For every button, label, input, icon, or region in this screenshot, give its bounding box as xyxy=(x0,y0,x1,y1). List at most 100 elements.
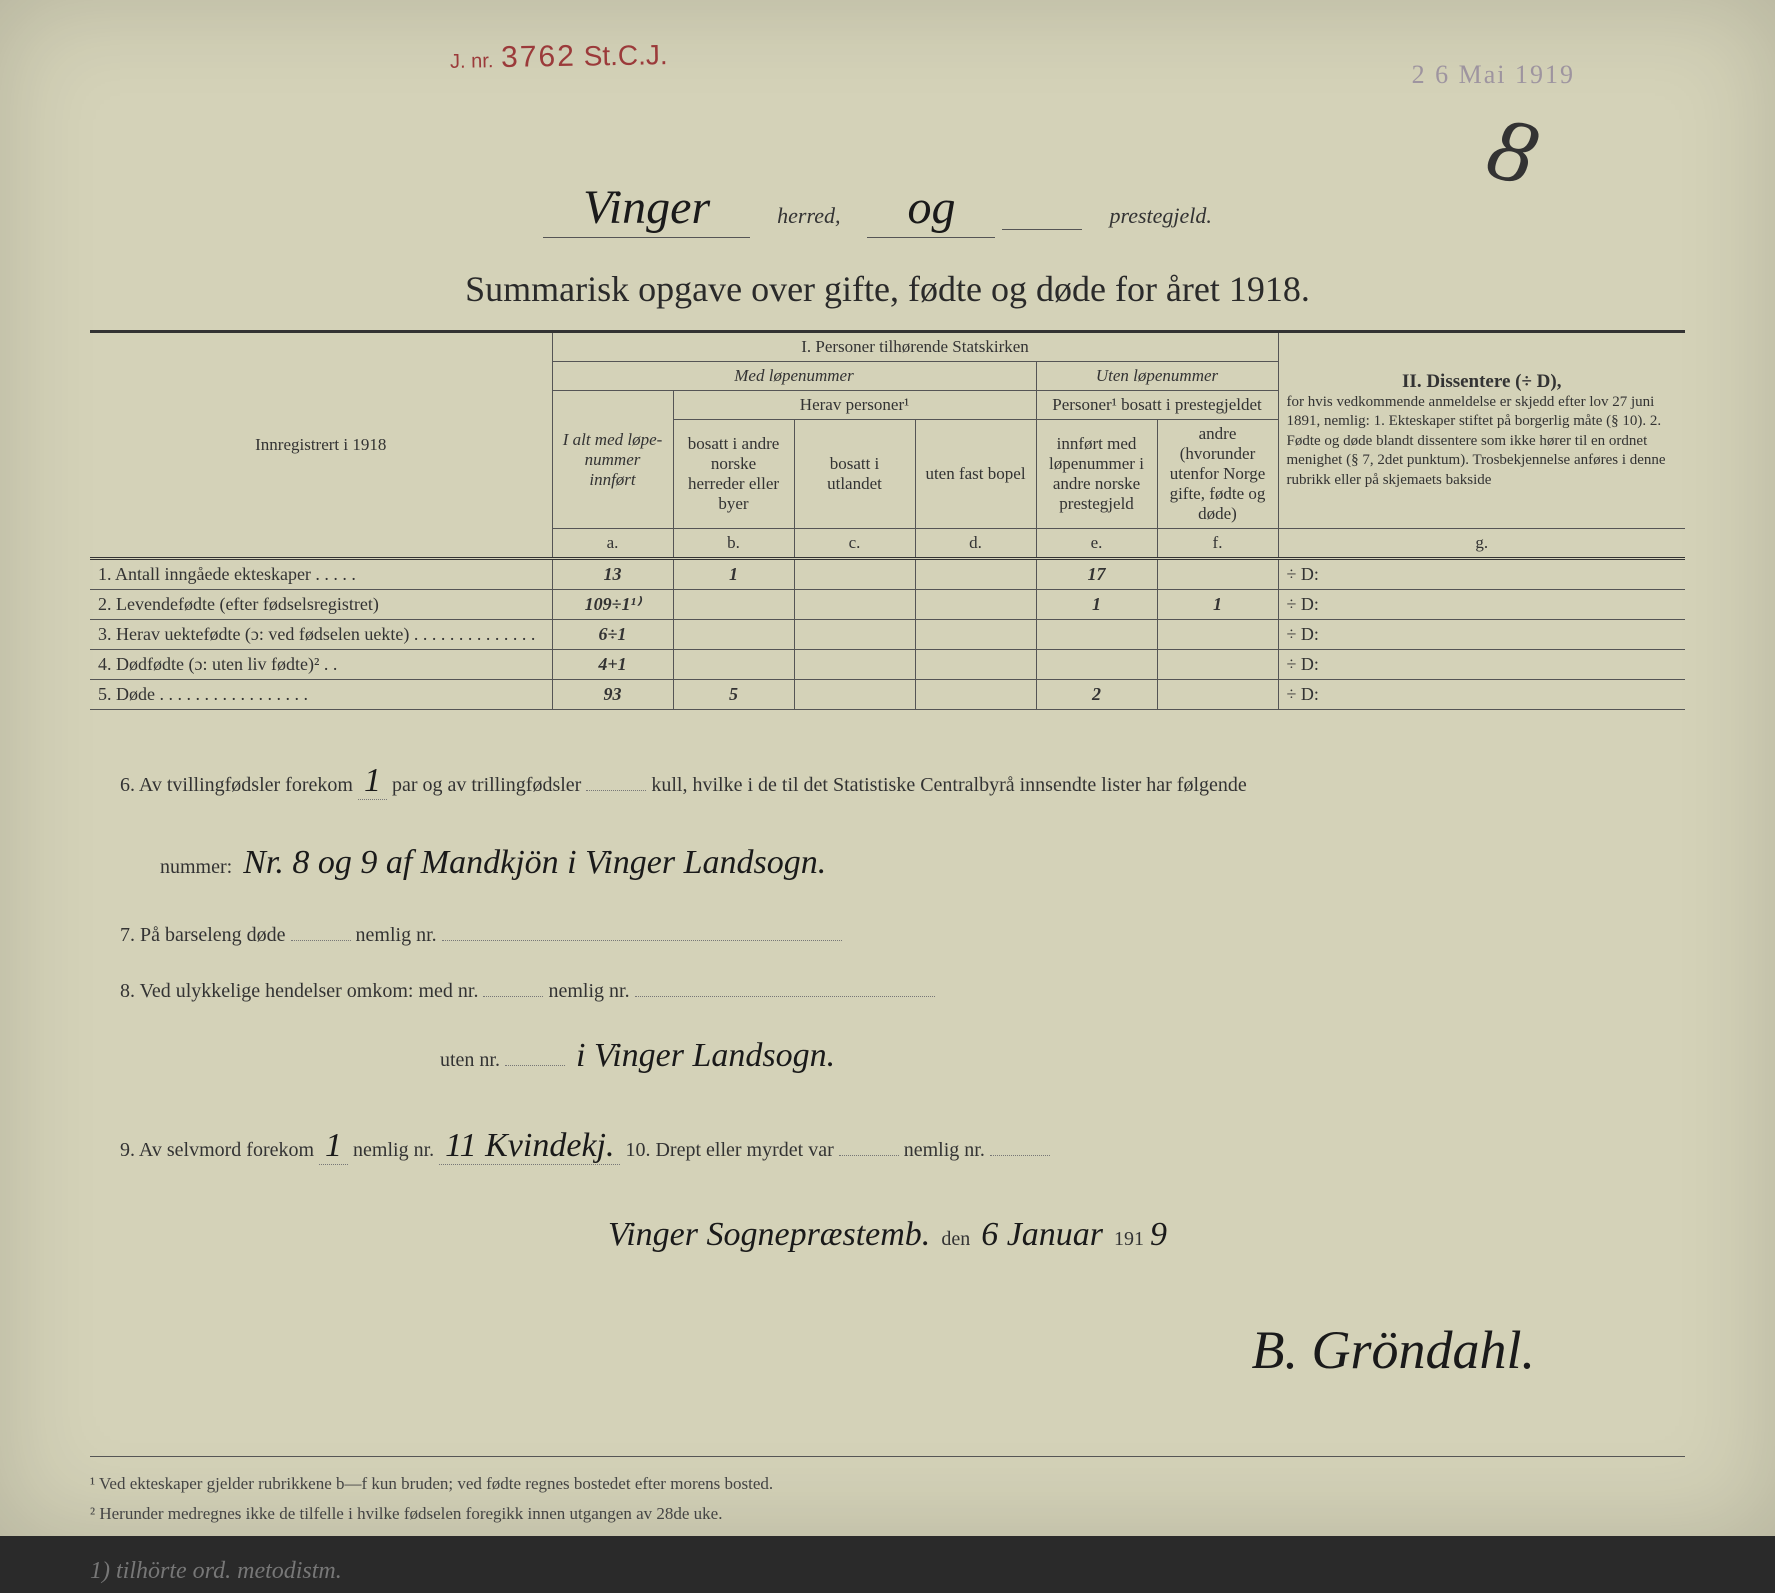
year-suffix: 9 xyxy=(1144,1216,1173,1253)
cell-f xyxy=(1157,680,1278,710)
letter-c: c. xyxy=(794,529,915,559)
note6-text-d: nummer: xyxy=(120,856,232,878)
row-label: 2. Levendefødte (efter fødselsregistret) xyxy=(90,590,552,620)
year-prefix: 191 xyxy=(1114,1228,1144,1250)
cell-b: 1 xyxy=(673,559,794,590)
andre-hvor-header: andre (hvorunder utenfor Norge gifte, fø… xyxy=(1157,420,1278,529)
cell-f xyxy=(1157,620,1278,650)
table-row: 5. Døde . . . . . . . . . . . . . . . . … xyxy=(90,680,1685,710)
row-label: 5. Døde . . . . . . . . . . . . . . . . … xyxy=(90,680,552,710)
note9-val: 1 xyxy=(319,1127,348,1165)
note10-blank2 xyxy=(990,1155,1050,1156)
cell-a: 93 xyxy=(552,680,673,710)
den-label: den xyxy=(941,1228,970,1250)
innfort-andre-header: innført med løpenummer i andre norske pr… xyxy=(1036,420,1157,529)
note10-blank xyxy=(839,1155,899,1156)
note10-text: 10. Drept eller myrdet var xyxy=(625,1139,833,1161)
cell-a: 13 xyxy=(552,559,673,590)
cell-e xyxy=(1036,650,1157,680)
note-8: 8. Ved ulykkelige hendelser omkom: med n… xyxy=(120,967,1655,1097)
letter-a: a. xyxy=(552,529,673,559)
note9-text-b: nemlig nr. xyxy=(353,1139,434,1161)
row-label: 4. Dødfødte (ɔ: uten liv fødte)² . . xyxy=(90,650,552,680)
main-table: Innregistrert i 1918 I. Personer tilhøre… xyxy=(90,330,1685,710)
stamp-suffix: St.C.J. xyxy=(583,39,668,71)
bosatt-utl-header: bosatt i utlandet xyxy=(794,420,915,529)
cell-a: 4+1 xyxy=(552,650,673,680)
note8-text: 8. Ved ulykkelige hendelser omkom: med n… xyxy=(120,980,478,1002)
cell-c xyxy=(794,559,915,590)
cell-e: 17 xyxy=(1036,559,1157,590)
footnote-1: ¹ Ved ekteskaper gjelder rubrikkene b—f … xyxy=(90,1469,1685,1500)
cell-g: ÷ D: xyxy=(1278,559,1685,590)
date-val: 6 Januar xyxy=(975,1216,1109,1253)
cell-e xyxy=(1036,620,1157,650)
footnotes: ¹ Ved ekteskaper gjelder rubrikkene b—f … xyxy=(90,1456,1685,1593)
table-row: 3. Herav uektefødte (ɔ: ved fødselen uek… xyxy=(90,620,1685,650)
note7-text-b: nemlig nr. xyxy=(356,924,437,946)
cell-g: ÷ D: xyxy=(1278,620,1685,650)
note6-text-b: par og av trillingfødsler xyxy=(392,774,581,796)
pers-prest-header: Personer¹ bosatt i prestegjeldet xyxy=(1036,391,1278,420)
note8-blank2 xyxy=(635,996,935,997)
note-7: 7. På barseleng døde nemlig nr. xyxy=(120,911,1655,959)
note6-text-c: kull, hvilke i de til det Statistiske Ce… xyxy=(651,774,1246,796)
cell-d xyxy=(915,680,1036,710)
cell-b xyxy=(673,590,794,620)
prestegjeld-blank xyxy=(1002,203,1082,230)
header-line: Vinger herred, og prestegjeld. xyxy=(90,180,1685,238)
cell-b xyxy=(673,650,794,680)
uten-fast-header: uten fast bopel xyxy=(915,420,1036,529)
herav-header: Herav personer¹ xyxy=(673,391,1036,420)
note10-text-b: nemlig nr. xyxy=(904,1139,985,1161)
document-page: J. nr. 3762 St.C.J. 2 6 Mai 1919 8 Vinge… xyxy=(0,0,1775,1536)
cell-d xyxy=(915,620,1036,650)
note8-text-c: uten nr. xyxy=(120,1049,500,1071)
signature-line: B. Gröndahl. xyxy=(120,1286,1655,1416)
note7-text: 7. På barseleng døde xyxy=(120,924,286,946)
letter-b: b. xyxy=(673,529,794,559)
row-label: 3. Herav uektefødte (ɔ: ved fødselen uek… xyxy=(90,620,552,650)
note9-hand: 11 Kvindekj. xyxy=(439,1127,620,1165)
letter-f: f. xyxy=(1157,529,1278,559)
note-6: 6. Av tvillingfødsler forekom 1 par og a… xyxy=(120,740,1655,903)
herred-value: Vinger xyxy=(543,180,750,238)
table-row: 1. Antall inngåede ekteskaper . . . . . … xyxy=(90,559,1685,590)
note7-blank1 xyxy=(291,940,351,941)
note8-text-b: nemlig nr. xyxy=(548,980,629,1002)
diss-title: II. Dissentere (÷ D), xyxy=(1402,371,1561,392)
note8-hand: i Vinger Landsogn. xyxy=(570,1037,841,1074)
og-value: og xyxy=(867,180,995,238)
cell-g: ÷ D: xyxy=(1278,590,1685,620)
signature: B. Gröndahl. xyxy=(1252,1320,1536,1380)
document-title: Summarisk opgave over gifte, fødte og dø… xyxy=(90,268,1685,310)
cell-a: 6÷1 xyxy=(552,620,673,650)
cell-c xyxy=(794,620,915,650)
red-stamp: J. nr. 3762 St.C.J. xyxy=(450,38,668,76)
herred-label: herred, xyxy=(757,203,860,228)
cell-b xyxy=(673,620,794,650)
cell-c xyxy=(794,680,915,710)
cell-d xyxy=(915,590,1036,620)
med-lope-header: Med løpenummer xyxy=(552,362,1036,391)
note-9-10: 9. Av selvmord forekom 1 nemlig nr. 11 K… xyxy=(120,1105,1655,1187)
cell-g: ÷ D: xyxy=(1278,680,1685,710)
note9-text: 9. Av selvmord forekom xyxy=(120,1139,314,1161)
section2-header: II. Dissentere (÷ D), for hvis vedkommen… xyxy=(1278,332,1685,529)
col-innreg: Innregistrert i 1918 xyxy=(90,332,552,559)
uten-lope-header: Uten løpenummer xyxy=(1036,362,1278,391)
cell-f: 1 xyxy=(1157,590,1278,620)
section1-header: I. Personer tilhørende Statskirken xyxy=(552,332,1278,362)
letter-g: g. xyxy=(1278,529,1685,559)
cell-e: 2 xyxy=(1036,680,1157,710)
note6-text-a: 6. Av tvillingfødsler forekom xyxy=(120,774,353,796)
cell-a: 109÷1¹⁾ xyxy=(552,590,673,620)
note6-blank xyxy=(586,790,646,791)
cell-d xyxy=(915,650,1036,680)
place: Vinger Sognepræstemb. xyxy=(602,1216,936,1253)
notes-section: 6. Av tvillingfødsler forekom 1 par og a… xyxy=(90,740,1685,1416)
cell-d xyxy=(915,559,1036,590)
date-line: Vinger Sognepræstemb. den 6 Januar 1919 xyxy=(120,1194,1655,1276)
table-row: 2. Levendefødte (efter fødselsregistret)… xyxy=(90,590,1685,620)
stamp-number: 3762 xyxy=(501,40,576,74)
